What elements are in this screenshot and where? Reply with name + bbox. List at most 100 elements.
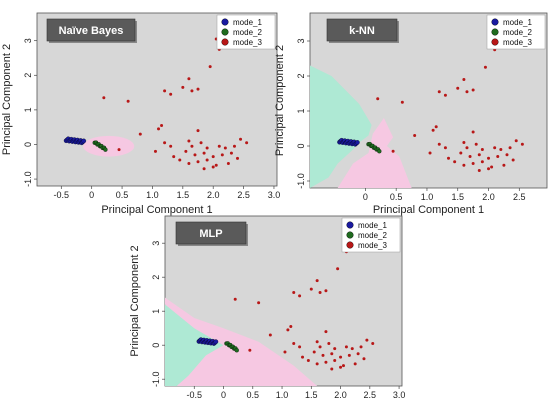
point-mode-3	[502, 163, 506, 167]
legend-label: mode_2	[503, 28, 532, 37]
point-mode-3	[157, 127, 161, 131]
point-mode-3	[471, 88, 475, 92]
x-tick-label: 0.5	[390, 192, 403, 202]
point-mode-3	[184, 149, 188, 153]
x-tick-label: 3.0	[393, 390, 406, 400]
point-mode-3	[428, 151, 432, 155]
point-mode-3	[508, 146, 512, 150]
point-mode-3	[169, 144, 173, 148]
point-mode-3	[493, 146, 497, 150]
y-tick-label: 2	[23, 73, 33, 78]
legend-label: mode_1	[358, 221, 387, 230]
point-mode-3	[462, 163, 466, 167]
point-mode-3	[321, 353, 325, 357]
point-mode-3	[499, 148, 503, 151]
legend-label: mode_1	[503, 18, 532, 27]
point-mode-3	[208, 65, 212, 69]
point-mode-3	[205, 158, 209, 162]
point-mode-3	[431, 128, 435, 132]
point-mode-3	[400, 100, 404, 104]
point-mode-3	[187, 162, 191, 166]
point-mode-3	[459, 151, 463, 155]
point-mode-3	[181, 85, 185, 89]
point-mode-3	[471, 130, 475, 134]
legend-marker	[221, 28, 229, 36]
point-mode-3	[248, 348, 252, 352]
point-mode-3	[286, 328, 290, 332]
point-mode-3	[229, 151, 233, 155]
region-mode-2	[337, 118, 412, 188]
point-mode-3	[233, 297, 237, 301]
x-tick-label: 1.0	[146, 190, 159, 200]
y-tick-label: 3	[296, 38, 306, 43]
point-mode-3	[257, 301, 261, 305]
point-mode-3	[324, 360, 328, 364]
region-mode-2	[165, 297, 318, 386]
point-mode-3	[217, 144, 221, 148]
point-mode-3	[298, 345, 302, 349]
x-tick-label: 2.0	[334, 390, 347, 400]
point-mode-3	[477, 153, 481, 157]
x-tick-label: -0.5	[54, 190, 70, 200]
y-tick-label: 1	[151, 309, 161, 314]
point-mode-3	[196, 160, 200, 164]
legend-marker	[221, 18, 229, 26]
point-mode-3	[453, 160, 457, 164]
point-mode-3	[160, 123, 164, 127]
point-mode-3	[339, 365, 343, 369]
point-mode-3	[324, 289, 328, 293]
point-mode-3	[339, 355, 343, 359]
point-mode-3	[178, 158, 182, 162]
point-mode-3	[480, 148, 484, 151]
point-mode-3	[336, 267, 340, 271]
point-mode-3	[318, 291, 322, 294]
y-axis-title: Principal Component 2	[1, 44, 13, 155]
x-tick-label: -0.5	[187, 390, 203, 400]
decision-regions	[310, 65, 412, 188]
points	[63, 37, 249, 171]
point-mode-3	[301, 355, 305, 359]
y-tick-label: 0	[296, 143, 306, 148]
point-mode-3	[462, 141, 466, 144]
point-mode-3	[196, 129, 200, 133]
point-mode-3	[333, 347, 337, 351]
point-mode-3	[376, 97, 380, 101]
point-mode-3	[462, 78, 466, 81]
point-mode-3	[333, 359, 337, 362]
point-mode-3	[220, 153, 224, 157]
point-mode-3	[371, 342, 375, 345]
point-mode-3	[514, 139, 518, 143]
x-tick-label: 0.5	[247, 390, 260, 400]
point-mode-3	[330, 352, 334, 356]
y-tick-label: 2	[296, 73, 306, 78]
panel-title: Naïve Bayes	[59, 25, 124, 37]
point-mode-3	[520, 142, 524, 146]
x-tick-label: 2.0	[207, 190, 220, 200]
point-mode-3	[468, 155, 472, 158]
legend-label: mode_1	[233, 18, 262, 27]
panel-title: MLP	[199, 228, 222, 240]
points	[337, 37, 524, 172]
point-mode-3	[232, 144, 236, 148]
point-mode-3	[187, 139, 191, 143]
x-tick-label: 1.5	[305, 390, 318, 400]
point-mode-3	[465, 90, 469, 94]
point-mode-3	[413, 134, 417, 137]
legend-marker	[221, 38, 229, 46]
panel-3: -0.5 0 0.5 1.0 1.5 2.0 2.5 3.0 -1.0 0 1 2 3 Principal…	[129, 215, 406, 400]
point-mode-3	[487, 156, 491, 160]
point-mode-2	[377, 149, 382, 154]
point-mode-3	[471, 162, 475, 165]
x-tick-label: 2.5	[513, 192, 526, 202]
x-tick-label: 1.0	[276, 390, 289, 400]
point-mode-3	[456, 86, 460, 90]
point-mode-3	[190, 89, 194, 93]
point-mode-3	[505, 153, 509, 157]
point-mode-3	[205, 146, 209, 150]
point-mode-3	[362, 357, 366, 361]
point-mode-1	[354, 140, 360, 145]
point-mode-3	[309, 287, 313, 291]
point-mode-3	[350, 347, 354, 351]
